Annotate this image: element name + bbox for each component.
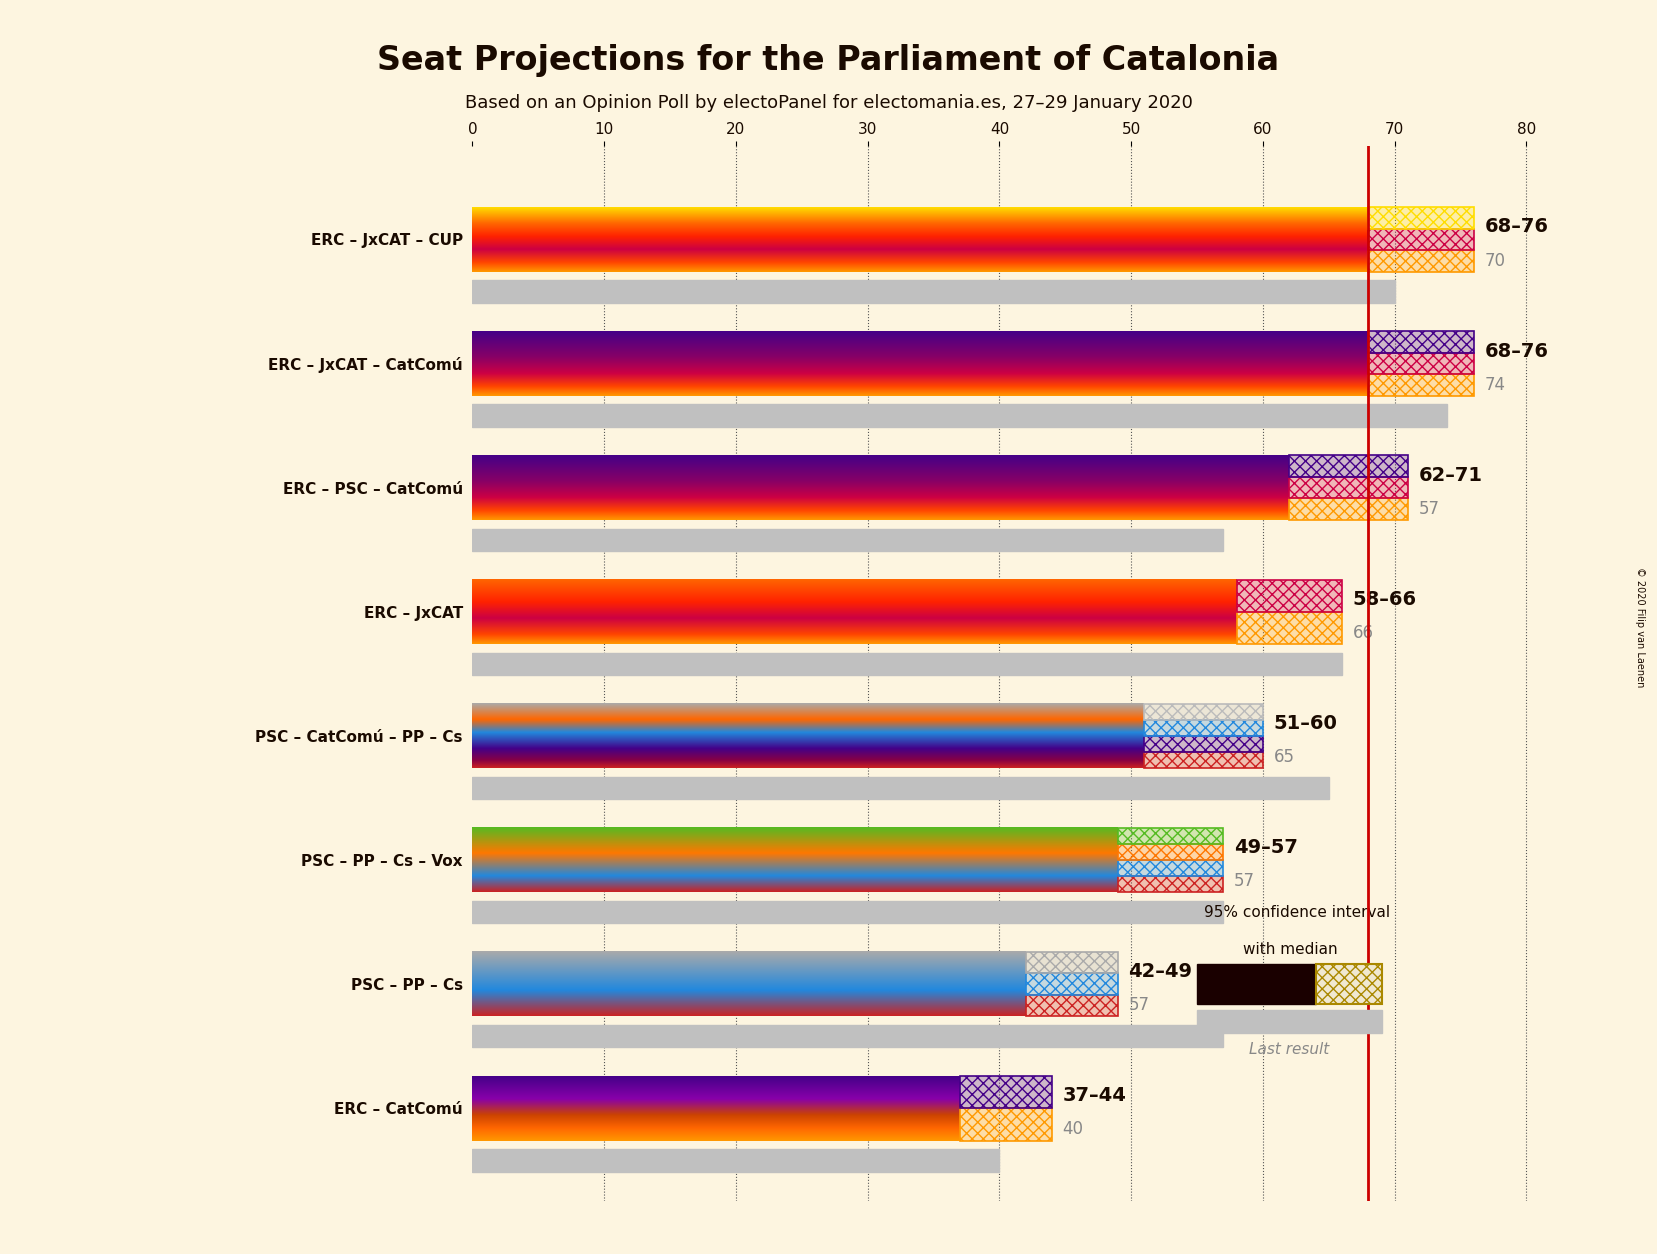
- Bar: [959, 1109, 1052, 1141]
- Text: 68–76: 68–76: [1485, 217, 1548, 237]
- Bar: [1118, 844, 1223, 860]
- Bar: [472, 405, 1447, 426]
- Bar: [1118, 860, 1223, 877]
- Bar: [1369, 331, 1473, 352]
- Bar: [472, 900, 1223, 923]
- Bar: [1118, 844, 1223, 860]
- Bar: [1026, 952, 1118, 973]
- Text: with median: with median: [1243, 942, 1337, 957]
- Bar: [1118, 860, 1223, 877]
- Bar: [472, 1149, 999, 1171]
- Text: 51–60: 51–60: [1274, 714, 1337, 734]
- Bar: [1236, 579, 1342, 612]
- Bar: [1289, 455, 1408, 477]
- Bar: [1026, 994, 1118, 1017]
- Bar: [1289, 477, 1408, 498]
- Bar: [959, 1076, 1052, 1109]
- Bar: [1289, 498, 1408, 520]
- Text: 57: 57: [1234, 872, 1254, 890]
- Bar: [1316, 964, 1382, 1004]
- Bar: [1026, 973, 1118, 994]
- Bar: [1369, 352, 1473, 374]
- Bar: [1369, 207, 1473, 228]
- Bar: [1236, 612, 1342, 645]
- Text: 42–49: 42–49: [1128, 962, 1193, 981]
- Bar: [1369, 374, 1473, 396]
- Bar: [1145, 720, 1263, 736]
- Bar: [1118, 877, 1223, 893]
- Bar: [1118, 877, 1223, 893]
- Bar: [1145, 720, 1263, 736]
- Bar: [1289, 477, 1408, 498]
- Bar: [472, 1025, 1223, 1047]
- Bar: [1196, 1011, 1382, 1032]
- Bar: [1145, 736, 1263, 752]
- Bar: [1369, 228, 1473, 250]
- Bar: [1289, 498, 1408, 520]
- Bar: [1369, 331, 1473, 352]
- Text: 37–44: 37–44: [1062, 1086, 1127, 1105]
- Bar: [1145, 752, 1263, 769]
- Text: 95% confidence interval: 95% confidence interval: [1203, 904, 1390, 919]
- Text: 65: 65: [1274, 747, 1294, 766]
- Bar: [1026, 952, 1118, 973]
- Bar: [1196, 964, 1316, 1004]
- Bar: [472, 777, 1329, 799]
- Bar: [1369, 207, 1473, 228]
- Bar: [472, 281, 1395, 302]
- Text: 70: 70: [1485, 252, 1505, 270]
- Text: Seat Projections for the Parliament of Catalonia: Seat Projections for the Parliament of C…: [378, 44, 1279, 76]
- Bar: [1369, 352, 1473, 374]
- Text: 74: 74: [1485, 376, 1505, 394]
- Text: 57: 57: [1128, 996, 1150, 1014]
- Text: 40: 40: [1062, 1120, 1084, 1139]
- Bar: [1369, 250, 1473, 272]
- Bar: [1236, 612, 1342, 645]
- Bar: [1369, 228, 1473, 250]
- Bar: [1118, 828, 1223, 844]
- Bar: [1145, 703, 1263, 720]
- Bar: [1289, 455, 1408, 477]
- Text: Based on an Opinion Poll by electoPanel for electomania.es, 27–29 January 2020: Based on an Opinion Poll by electoPanel …: [464, 94, 1193, 112]
- Text: 58–66: 58–66: [1352, 589, 1417, 609]
- Bar: [1145, 703, 1263, 720]
- Text: 66: 66: [1352, 624, 1374, 642]
- Text: 49–57: 49–57: [1234, 838, 1297, 858]
- Bar: [1369, 250, 1473, 272]
- Text: 62–71: 62–71: [1418, 465, 1483, 485]
- Text: Last result: Last result: [1249, 1042, 1329, 1057]
- Bar: [472, 529, 1223, 551]
- Text: 57: 57: [1418, 500, 1440, 518]
- Bar: [1369, 374, 1473, 396]
- Bar: [959, 1076, 1052, 1109]
- Bar: [1026, 994, 1118, 1017]
- Text: 68–76: 68–76: [1485, 341, 1548, 361]
- Bar: [472, 653, 1342, 675]
- Bar: [1026, 973, 1118, 994]
- Text: © 2020 Filip van Laenen: © 2020 Filip van Laenen: [1635, 567, 1645, 687]
- Bar: [1145, 736, 1263, 752]
- Bar: [959, 1109, 1052, 1141]
- Bar: [1236, 579, 1342, 612]
- Bar: [1145, 752, 1263, 769]
- Bar: [1118, 828, 1223, 844]
